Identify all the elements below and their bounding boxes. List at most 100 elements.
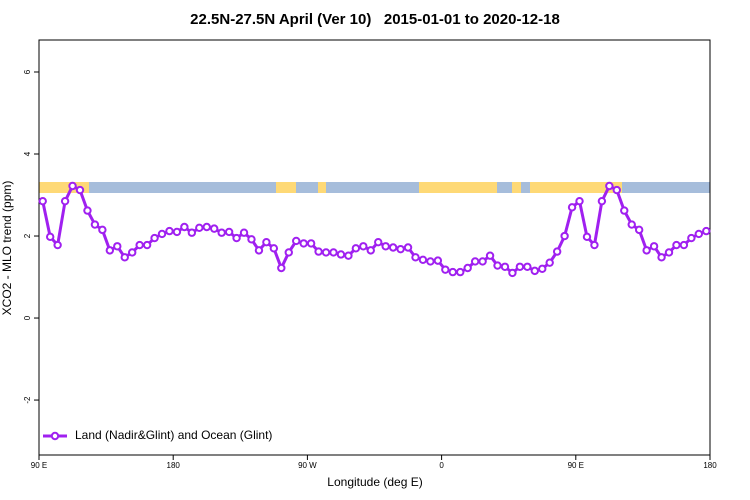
data-point [545, 258, 554, 267]
data-point [694, 229, 704, 239]
data-point [642, 246, 651, 255]
data-point [247, 235, 256, 244]
data-point [105, 246, 115, 255]
data-point [426, 257, 435, 266]
data-point [157, 229, 167, 239]
surface-strip [39, 182, 710, 193]
data-point [150, 233, 159, 243]
data-point [239, 228, 249, 237]
data-point [411, 253, 420, 262]
data-point [634, 225, 644, 235]
data-point [672, 240, 681, 250]
data-point [627, 220, 636, 229]
data-point [396, 244, 405, 254]
data-point [210, 224, 219, 233]
data-point [314, 247, 323, 256]
data-point [441, 265, 450, 274]
data-point [448, 267, 457, 277]
chart-title: 22.5N-27.5N April (Ver 10) 2015-01-01 to… [190, 11, 560, 28]
data-point [299, 239, 308, 248]
data-point [649, 242, 659, 251]
data-point [336, 250, 346, 259]
data-point [344, 251, 353, 260]
data-point [433, 256, 443, 265]
data-point [530, 266, 539, 276]
data-point [292, 236, 301, 246]
data-point [359, 242, 368, 251]
plot-frame [38, 39, 711, 456]
data-point [687, 233, 696, 243]
data-point [582, 232, 592, 242]
y-axis-label: XCO2 - MLO trend (ppm) [0, 181, 14, 316]
data-point [470, 257, 480, 266]
data-point [195, 223, 204, 233]
data-point [500, 262, 510, 271]
data-point [560, 231, 569, 241]
data-point [523, 262, 532, 271]
data-point [38, 196, 47, 206]
legend-marker [50, 431, 60, 441]
data-point [664, 248, 674, 257]
data-point [254, 246, 264, 255]
data-point [388, 243, 398, 252]
data-point [478, 257, 487, 266]
data-point [98, 225, 107, 235]
data-point [679, 240, 689, 250]
data-point [53, 240, 62, 250]
data-point [612, 185, 622, 195]
data-point [180, 222, 189, 232]
data-point [456, 267, 465, 277]
data-point [515, 262, 525, 271]
data-point [45, 232, 55, 242]
data-point [702, 226, 711, 236]
data-point [493, 261, 502, 270]
legend-label: Land (Nadir&Glint) and Ocean (Glint) [75, 428, 272, 442]
data-point [366, 246, 375, 255]
x-tick-label: 90 E [31, 461, 47, 470]
data-point [538, 264, 547, 274]
x-tick-label: 90 E [568, 461, 584, 470]
data-point [485, 251, 495, 260]
data-point [321, 248, 331, 257]
data-point [575, 196, 584, 206]
data-point [418, 255, 428, 265]
data-point [657, 253, 666, 262]
x-tick-label: 0 [439, 461, 444, 470]
x-tick-label: 180 [703, 461, 717, 470]
y-tick-label: 0 [23, 315, 32, 320]
data-point [135, 240, 144, 250]
data-point [306, 239, 316, 248]
data-point [202, 222, 211, 232]
data-point [351, 244, 361, 253]
data-point [90, 220, 100, 229]
data-point [508, 268, 517, 278]
data-point [75, 185, 85, 195]
data-point [142, 240, 152, 250]
data-point [381, 242, 390, 251]
data-point [463, 263, 472, 273]
data-point [262, 237, 271, 247]
y-tick-label: 2 [23, 233, 32, 238]
data-point [269, 244, 279, 253]
data-point [284, 248, 293, 257]
data-point [83, 206, 92, 215]
data-point [567, 203, 577, 212]
data-point [217, 228, 226, 237]
y-tick-label: 6 [23, 69, 32, 74]
data-point [403, 243, 413, 252]
data-point [277, 263, 286, 273]
data-point [120, 253, 129, 262]
data-point [187, 228, 197, 237]
series-line [41, 183, 707, 275]
data-point [224, 227, 234, 237]
data-point [329, 248, 338, 257]
data-point [232, 233, 241, 243]
x-tick-label: 90 W [298, 461, 317, 470]
data-point [552, 247, 562, 256]
y-tick-label: -2 [23, 396, 32, 404]
data-point [605, 181, 614, 191]
data-point [68, 181, 77, 191]
data-point [374, 237, 383, 247]
y-tick-label: 4 [23, 151, 32, 156]
